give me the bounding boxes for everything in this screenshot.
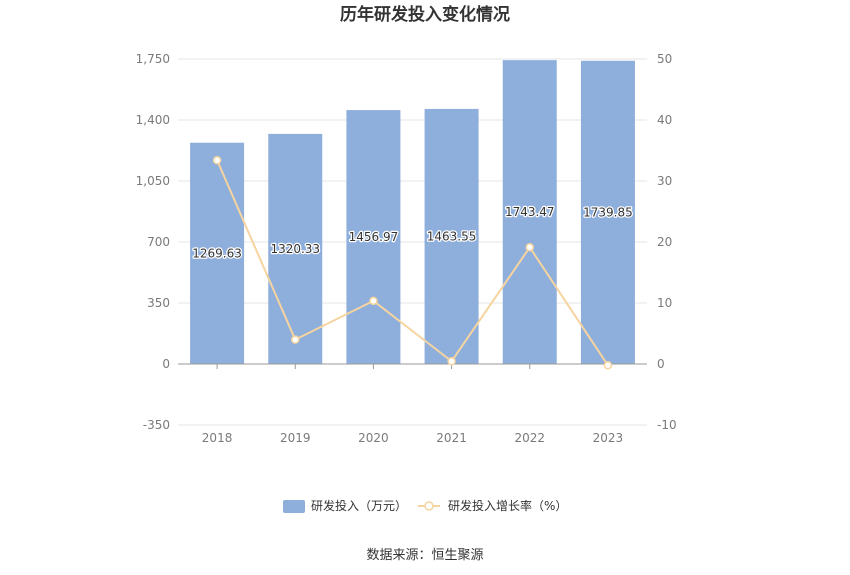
legend-item-bar-series[interactable]: 研发投入（万元） <box>283 498 407 513</box>
bar-2021[interactable] <box>424 108 479 365</box>
bar-2023[interactable] <box>580 60 635 364</box>
right-y-tick-label: 0 <box>657 357 665 371</box>
bar-value-label: 1743.47 <box>505 205 555 219</box>
right-y-axis: -10 0 10 20 30 40 50 <box>657 52 677 432</box>
right-y-tick-label: -10 <box>657 418 677 432</box>
growth-rate-point-2022[interactable] <box>525 243 534 252</box>
bar-2020[interactable] <box>346 110 401 364</box>
grid-lines <box>178 58 647 426</box>
chart-title: 历年研发投入变化情况 <box>340 4 510 25</box>
x-tick-label: 2021 <box>436 431 467 445</box>
left-y-tick-label: 1,400 <box>136 113 170 127</box>
x-tick-label: 2020 <box>358 431 389 445</box>
left-y-tick-label: 0 <box>162 357 170 371</box>
bar-value-label: 1456.97 <box>349 230 399 244</box>
growth-rate-point-2018[interactable] <box>212 156 222 165</box>
legend-label-line-series: 研发投入增长率（%） <box>448 498 567 513</box>
bar-data-labels: 1269.63 1320.33 1456.97 1463.55 1743.47 1739.… <box>191 204 634 262</box>
x-axis-line <box>178 363 647 369</box>
bar-series <box>190 60 635 365</box>
x-axis-labels: 2018 2019 2020 2021 2022 2023 <box>202 431 623 445</box>
right-y-tick-label: 40 <box>657 113 672 127</box>
legend-label-bar-series: 研发投入（万元） <box>311 498 407 513</box>
right-y-tick-label: 50 <box>657 52 672 66</box>
bar-2019[interactable] <box>268 133 323 364</box>
right-y-tick-label: 10 <box>657 296 672 310</box>
growth-rate-point-2020[interactable] <box>369 296 378 306</box>
left-y-tick-label: 700 <box>147 235 170 249</box>
bar-2022[interactable] <box>502 60 557 364</box>
growth-rate-line <box>216 159 609 366</box>
x-tick-label: 2023 <box>593 431 624 445</box>
legend-bar-swatch <box>283 500 305 513</box>
bar-value-label: 1739.85 <box>583 205 633 219</box>
left-y-tick-label: 1,050 <box>136 174 170 188</box>
bar-value-label: 1463.55 <box>427 229 477 243</box>
left-y-tick-label: 350 <box>147 296 170 310</box>
source-note: 数据来源：恒生聚源 <box>366 548 483 563</box>
legend: 研发投入（万元） 研发投入增长率（%） <box>283 498 567 513</box>
right-y-tick-label: 30 <box>657 174 672 188</box>
left-y-axis: -350 0 350 700 1,050 1,400 1,750 <box>136 52 170 432</box>
growth-rate-point-2021[interactable] <box>447 357 456 366</box>
bar-value-label: 1320.33 <box>270 242 320 256</box>
legend-item-line-series[interactable]: 研发投入增长率（%） <box>418 498 567 513</box>
left-y-tick-label: -350 <box>143 418 170 432</box>
x-tick-label: 2019 <box>280 431 311 445</box>
x-tick-label: 2022 <box>514 431 545 445</box>
legend-line-marker <box>424 501 434 511</box>
right-y-tick-label: 20 <box>657 235 672 249</box>
x-tick-label: 2018 <box>202 431 233 445</box>
bar-2018[interactable] <box>190 142 245 364</box>
line-series <box>212 156 613 370</box>
growth-rate-point-2023[interactable] <box>603 361 613 370</box>
growth-rate-point-2019[interactable] <box>291 335 300 344</box>
bar-value-label: 1269.63 <box>192 246 242 260</box>
left-y-tick-label: 1,750 <box>136 52 170 66</box>
